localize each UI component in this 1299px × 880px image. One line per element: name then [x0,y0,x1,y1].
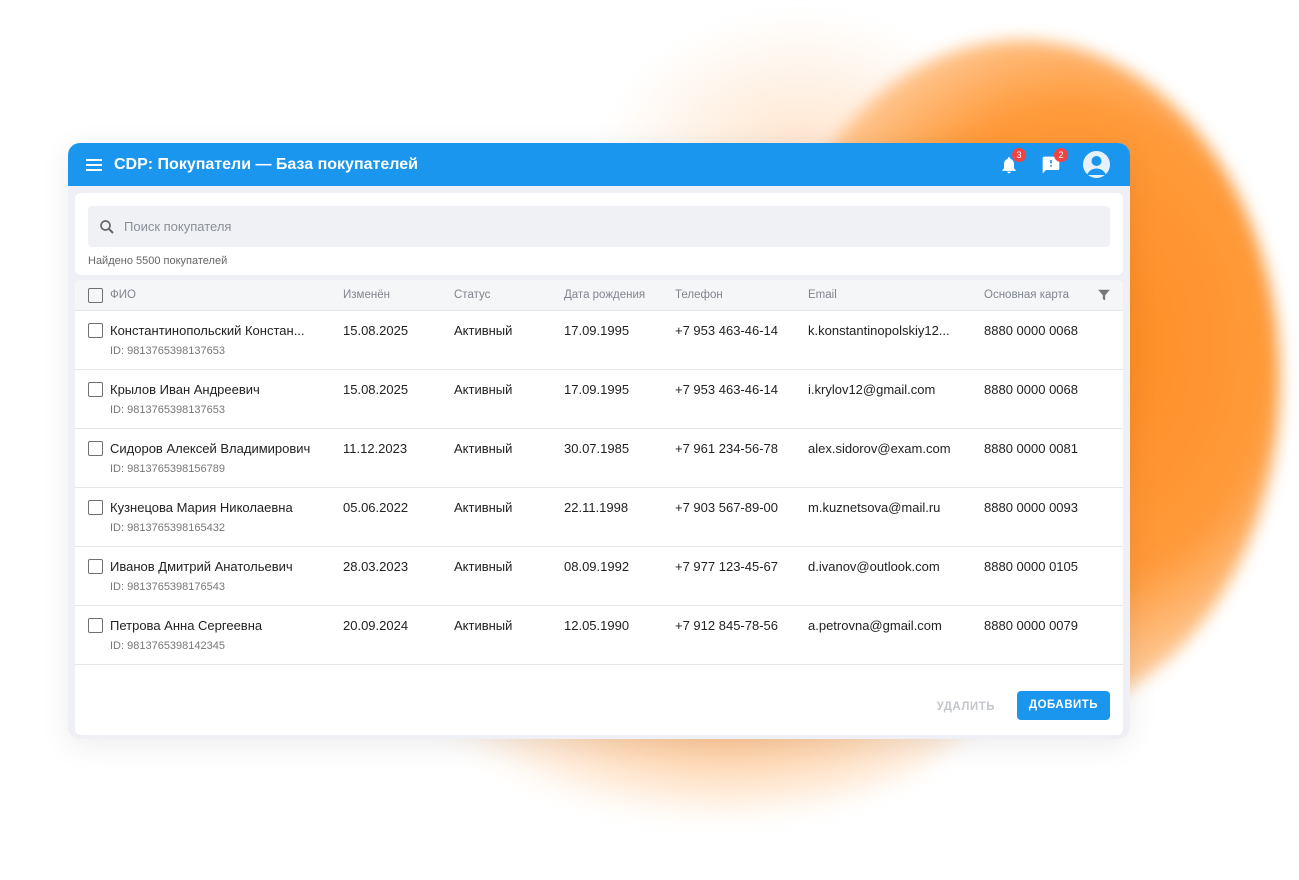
add-button[interactable]: ДОБАВИТЬ [1017,691,1110,720]
cell-birth: 12.05.1990 [564,618,630,633]
page-title: CDP: Покупатели — База покупателей [114,155,418,173]
search-icon [100,219,114,234]
cell-card: 8880 0000 0068 [984,382,1078,397]
table-row[interactable]: Иванов Дмитрий Анатольевич ID: 981376539… [75,547,1123,606]
cell-changed: 20.09.2024 [343,618,409,633]
table-row[interactable]: Кузнецова Мария Николаевна ID: 981376539… [75,488,1123,547]
search-panel: Поиск покупателя Найдено 5500 покупателе… [75,193,1123,275]
cell-phone: +7 903 567-89-00 [675,500,779,515]
cell-changed: 28.03.2023 [343,559,409,574]
cell-phone: +7 961 234-56-78 [675,441,779,456]
cell-card: 8880 0000 0068 [984,323,1078,338]
cell-status: Активный [454,441,513,456]
customer-name[interactable]: Иванов Дмитрий Анатольевич [110,559,293,574]
cell-phone: +7 953 463-46-14 [675,382,779,397]
row-checkbox[interactable] [88,500,103,515]
cell-status: Активный [454,323,513,338]
table-row[interactable]: Петрова Анна Сергеевна ID: 9813765398142… [75,606,1123,665]
search-input[interactable]: Поиск покупателя [88,206,1110,247]
app-window: CDP: Покупатели — База покупателей 3 2 П… [68,143,1130,739]
customer-id: ID: 9813765398156789 [110,463,225,475]
row-checkbox[interactable] [88,323,103,338]
notifications-button[interactable]: 3 [999,147,1026,175]
cell-changed: 11.12.2023 [343,441,408,456]
column-header-changed[interactable]: Изменён [343,289,390,301]
customer-name[interactable]: Крылов Иван Андреевич [110,382,260,397]
notifications-badge: 3 [1012,147,1026,162]
select-all-checkbox[interactable] [88,288,103,303]
cell-email: alex.sidorov@exam.com [808,441,951,456]
cell-birth: 17.09.1995 [564,323,630,338]
cell-phone: +7 912 845-78-56 [675,618,779,633]
feedback-icon [1042,156,1060,173]
cell-email: d.ivanov@outlook.com [808,559,940,574]
cell-changed: 05.06.2022 [343,500,409,515]
cell-email: k.konstantinopolskiy12... [808,323,950,338]
table-header: ФИО Изменён Статус Дата рождения Телефон… [75,280,1123,311]
avatar[interactable] [1083,151,1110,178]
row-checkbox[interactable] [88,559,103,574]
cell-birth: 30.07.1985 [564,441,630,456]
table-row[interactable]: Сидоров Алексей Владимирович ID: 9813765… [75,429,1123,488]
cell-email: m.kuznetsova@mail.ru [808,500,941,515]
cell-changed: 15.08.2025 [343,382,409,397]
cell-phone: +7 977 123-45-67 [675,559,779,574]
cell-status: Активный [454,500,513,515]
cell-email: i.krylov12@gmail.com [808,382,936,397]
cell-birth: 17.09.1995 [564,382,630,397]
row-checkbox[interactable] [88,382,103,397]
customer-id: ID: 9813765398142345 [110,640,225,652]
column-header-card[interactable]: Основная карта [984,289,1070,301]
cell-card: 8880 0000 0081 [984,441,1078,456]
cell-card: 8880 0000 0079 [984,618,1078,633]
cell-status: Активный [454,618,513,633]
column-header-name[interactable]: ФИО [110,289,136,301]
customer-name[interactable]: Кузнецова Мария Николаевна [110,500,293,515]
customer-id: ID: 9813765398176543 [110,581,225,593]
row-checkbox[interactable] [88,618,103,633]
cell-card: 8880 0000 0105 [984,559,1078,574]
customer-id: ID: 9813765398137653 [110,404,225,416]
cell-email: a.petrovna@gmail.com [808,618,942,633]
cell-birth: 08.09.1992 [564,559,630,574]
messages-badge: 2 [1054,147,1068,162]
user-icon [1087,156,1106,175]
cell-changed: 15.08.2025 [343,323,409,338]
results-count: Найдено 5500 покупателей [88,255,228,267]
filter-icon[interactable] [1097,288,1111,302]
column-header-birthdate[interactable]: Дата рождения [564,289,646,301]
customers-table: ФИО Изменён Статус Дата рождения Телефон… [75,280,1123,735]
table-row[interactable]: Крылов Иван Андреевич ID: 98137653981376… [75,370,1123,429]
delete-button[interactable]: УДАЛИТЬ [936,701,995,713]
cell-birth: 22.11.1998 [564,500,629,515]
app-header: CDP: Покупатели — База покупателей 3 2 [68,143,1130,186]
customer-name[interactable]: Сидоров Алексей Владимирович [110,441,311,456]
cell-status: Активный [454,559,513,574]
cell-phone: +7 953 463-46-14 [675,323,779,338]
customer-id: ID: 9813765398165432 [110,522,225,534]
menu-icon[interactable] [86,158,102,171]
search-placeholder: Поиск покупателя [124,219,232,234]
row-checkbox[interactable] [88,441,103,456]
customer-name[interactable]: Петрова Анна Сергеевна [110,618,263,633]
table-row[interactable]: Константинопольский Констан... ID: 98137… [75,311,1123,370]
bell-icon [1002,156,1016,173]
cell-status: Активный [454,382,513,397]
cell-card: 8880 0000 0093 [984,500,1078,515]
messages-button[interactable]: 2 [1041,147,1068,175]
column-header-status[interactable]: Статус [454,289,491,301]
customer-name[interactable]: Константинопольский Констан... [110,323,305,338]
customer-id: ID: 9813765398137653 [110,345,225,357]
column-header-email[interactable]: Email [808,289,837,301]
column-header-phone[interactable]: Телефон [675,289,723,301]
